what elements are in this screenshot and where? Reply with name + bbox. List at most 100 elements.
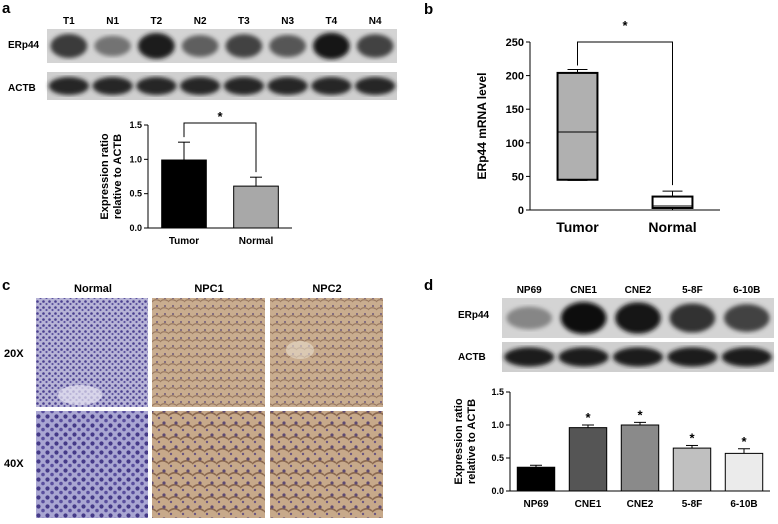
blot-d-band-actb	[612, 347, 664, 367]
blot-d-lane-label: CNE2	[625, 285, 652, 296]
panel-letter-a: a	[2, 0, 11, 17]
chart-d-bar	[516, 466, 556, 492]
blot-a-band-erp44	[138, 33, 175, 59]
blot-a-band-erp44	[356, 34, 394, 58]
chart-b-y-tick-label: 200	[506, 71, 524, 83]
blot-a-band-actb	[355, 77, 396, 95]
blot-a-lane-label: T4	[326, 16, 338, 27]
chart-d-x-tick-label: CNE2	[627, 499, 654, 510]
chart-a-y-axis-label-line: relative to ACTB	[112, 134, 124, 219]
blot-a-lane-label: N3	[281, 16, 294, 27]
blot-d-lane-label: NP69	[517, 285, 542, 296]
chart-d-x-tick-label: 6-10B	[730, 499, 757, 510]
blot-d-lane-label: 6-10B	[733, 285, 760, 296]
chart-d-x-tick-label: CNE1	[575, 499, 602, 510]
chart-d-bar	[568, 427, 608, 492]
blot-d-band-actb	[721, 347, 772, 367]
ihc-row-label-40x: 40X	[4, 458, 24, 470]
chart-a-significance-bracket	[183, 122, 257, 173]
chart-a-bar	[161, 159, 207, 229]
chart-b-y-tick-label: 150	[506, 104, 524, 116]
blot-d-band-actb	[558, 347, 609, 367]
ihc-normal-40x	[36, 411, 148, 518]
chart-a-x-tick-label: Normal	[239, 236, 274, 247]
blot-a-band-erp44	[50, 33, 88, 59]
panel-letter-d: d	[424, 277, 433, 294]
chart-d-y-tick-label: 0.0	[491, 486, 504, 496]
chart-d-bar	[672, 447, 712, 492]
blot-a-lane-label: N4	[369, 16, 382, 27]
blot-a-lane-label: N1	[106, 16, 119, 27]
chart-b-box	[651, 195, 694, 209]
chart-d-x-tick-label: NP69	[523, 499, 548, 510]
blot-d-band-erp44	[669, 303, 716, 333]
chart-d-bar	[620, 424, 660, 492]
blot-d-band-erp44	[560, 302, 607, 334]
chart-a-y-tick-label: 0.0	[129, 223, 142, 233]
ihc-col-label-normal: Normal	[74, 283, 112, 295]
panel-letter-c: c	[2, 277, 10, 294]
blot-a-band-actb	[92, 77, 133, 95]
chart-a-x-tick-label: Tumor	[169, 236, 199, 247]
chart-d-y-tick-label: 1.0	[491, 420, 504, 430]
chart-d-bar	[724, 452, 764, 492]
chart-d-y-tick-label: 0.5	[491, 453, 504, 463]
blot-a-band-erp44	[181, 35, 219, 57]
panel-c-ihc-grid	[36, 298, 383, 518]
blot-a-band-erp44	[313, 32, 350, 60]
blot-a-lane-label: N2	[194, 16, 207, 27]
chart-d-y-axis-label-line: Expression ratio	[453, 398, 465, 484]
blot-d-band-erp44	[615, 302, 661, 334]
chart-b-y-tick-label: 100	[506, 138, 524, 150]
blot-a-row-label-actb: ACTB	[8, 83, 36, 94]
chart-b-y-tick-label: 250	[506, 37, 524, 49]
blot-a-lane-label: T1	[63, 16, 75, 27]
chart-b-y-axis-label: ERp44 mRNA level	[475, 73, 489, 180]
blot-a-row-label-erp44: ERp44	[8, 40, 40, 51]
blot-a-band-actb	[180, 77, 221, 95]
ihc-npc1-20x	[152, 298, 265, 407]
panel-a-western-blot: T1 N1 T2 N2 T3 N3 T4 N4	[47, 16, 397, 100]
ihc-col-label-npc2: NPC2	[312, 283, 341, 295]
chart-a-y-axis-label: Expression ratiorelative to ACTB	[99, 133, 124, 219]
chart-d-significance-star: *	[741, 434, 747, 449]
ihc-npc2-40x	[270, 411, 383, 518]
ihc-row-label-20x: 20X	[4, 348, 24, 360]
blot-a-band-erp44	[94, 35, 131, 57]
blot-a-band-erp44	[225, 34, 263, 58]
chart-d-y-tick-label: 1.5	[491, 387, 504, 397]
blot-a-band-actb	[136, 77, 177, 95]
blot-d-band-actb	[504, 347, 555, 367]
chart-b-significance-bracket	[577, 41, 673, 186]
blot-d-lane-label: CNE1	[570, 285, 597, 296]
ihc-col-label-npc1: NPC1	[194, 283, 223, 295]
chart-d-significance-star: *	[585, 410, 591, 425]
chart-b-significance-star: *	[622, 18, 628, 33]
panel-b-box-plot: 0 50 100 150 200 250 Tumor Normal * ERp44 mRNA le…	[475, 18, 720, 235]
panel-letter-b: b	[424, 1, 433, 18]
blot-a-lane-label: T2	[151, 16, 163, 27]
panel-d-bar-chart: 0.0 0.5 1.0 1.5 NP69 CNE1 * CNE2 * 5-8F * 6-10B * Exp…	[453, 387, 770, 510]
chart-b-y-tick-label: 50	[512, 171, 524, 183]
chart-d-significance-star: *	[689, 430, 695, 445]
chart-a-y-tick-label: 1.0	[129, 154, 142, 164]
blot-a-lane-label: T3	[238, 16, 250, 27]
blot-a-band-erp44	[269, 34, 306, 58]
chart-a-significance-star: *	[217, 109, 223, 124]
blot-d-row-label-actb: ACTB	[458, 352, 486, 363]
blot-a-band-actb	[267, 77, 308, 95]
blot-d-row-label-erp44: ERp44	[458, 310, 490, 321]
ihc-npc1-40x	[152, 411, 265, 518]
chart-d-y-axis-label-line: relative to ACTB	[466, 399, 478, 484]
chart-d-x-tick-label: 5-8F	[682, 499, 703, 510]
blot-d-band-erp44	[723, 304, 770, 332]
chart-b-y-tick-label: 0	[518, 205, 524, 217]
chart-a-bar	[233, 185, 279, 229]
blot-d-lane-label: 5-8F	[682, 285, 703, 296]
panel-a-bar-chart: 0.0 0.5 1.0 1.5 Tumor Normal Expression ratior…	[99, 109, 292, 247]
blot-d-band-actb	[667, 347, 718, 367]
blot-a-band-actb	[311, 77, 352, 95]
panel-d-western-blot: NP69 CNE1 CNE2 5-8F 6-10B	[502, 285, 774, 372]
blot-a-band-actb	[223, 77, 264, 95]
